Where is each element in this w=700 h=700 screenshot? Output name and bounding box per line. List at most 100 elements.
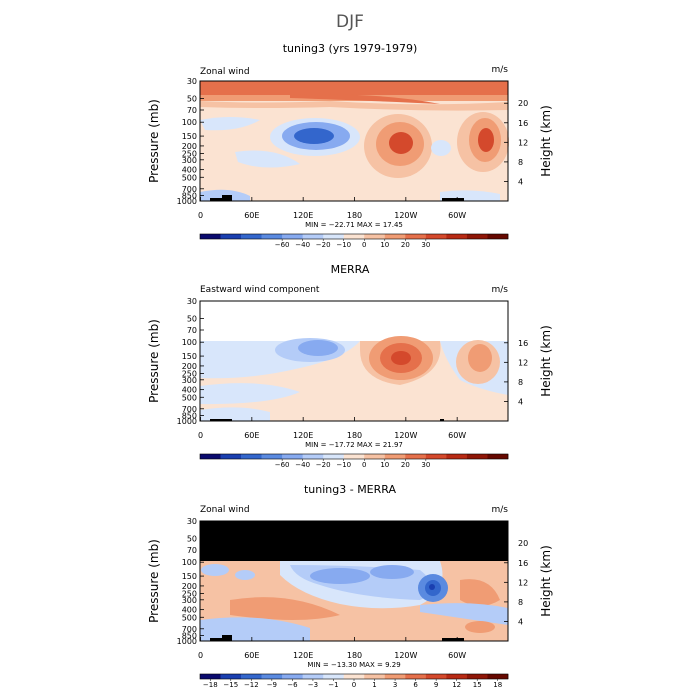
- contour-blob: [200, 101, 508, 111]
- x-ticks: 0 60E 120E 180 120W 60W: [198, 197, 466, 220]
- pressure-tick-label: 30: [187, 517, 197, 526]
- height-tick-label: 4: [518, 177, 523, 186]
- colorbar-label: −1: [328, 681, 338, 689]
- pressure-tick-label: 70: [187, 106, 197, 115]
- y-axis-label-left: Pressure (mb): [147, 99, 161, 183]
- x-tick-label: 60W: [448, 431, 466, 440]
- panel-title: tuning3 - MERRA: [304, 483, 397, 496]
- units-label: m/s: [492, 65, 509, 75]
- orography: [222, 195, 232, 199]
- colorbar-swatch: [323, 234, 345, 239]
- contour-blob: [391, 351, 411, 365]
- pressure-tick-label: 70: [187, 326, 197, 335]
- contour-blob: [290, 94, 440, 104]
- colorbar-swatch: [446, 674, 468, 679]
- orography: [210, 638, 232, 641]
- colorbar-swatch: [261, 234, 283, 239]
- colorbar-label: 20: [401, 461, 410, 469]
- x-tick-label: 120W: [394, 211, 417, 220]
- contour-blob: [294, 128, 334, 144]
- colorbar-swatch: [200, 454, 221, 459]
- colorbar-swatch: [220, 454, 242, 459]
- x-tick-label: 60W: [448, 651, 466, 660]
- pressure-tick-label: 100: [182, 338, 197, 347]
- colorbar-label: 30: [421, 241, 430, 249]
- x-tick-label: 0: [198, 431, 203, 440]
- colorbar-swatch: [282, 234, 303, 239]
- colorbar-frame: [199, 453, 509, 460]
- contour-blob: [420, 603, 508, 625]
- pressure-tick-label: 50: [187, 534, 197, 543]
- x-tick-label: 180: [347, 431, 362, 440]
- colorbar-swatch: [384, 674, 406, 679]
- contour-field: [200, 336, 508, 421]
- colorbar-swatch: [343, 454, 365, 459]
- height-tick-label: 16: [518, 119, 528, 128]
- pressure-tick-label: 850: [182, 191, 197, 200]
- colorbar-label: −60: [275, 461, 290, 469]
- pressure-tick-label: 700: [182, 625, 197, 634]
- x-tick-label: 120E: [293, 651, 313, 660]
- x-tick-label: 60W: [448, 211, 466, 220]
- x-tick-label: 0: [198, 651, 203, 660]
- x-tick-label: 120W: [394, 651, 417, 660]
- height-tick-label: 20: [518, 99, 528, 108]
- y-axis-label-left: Pressure (mb): [147, 539, 161, 623]
- colorbar-swatch: [220, 674, 242, 679]
- height-tick-label: 8: [518, 598, 523, 607]
- pressure-tick-label: 500: [182, 173, 197, 182]
- colorbar-label: 18: [493, 681, 502, 689]
- pressure-tick-label: 200: [182, 582, 197, 591]
- colorbar-swatch: [466, 454, 488, 459]
- height-tick-label: 8: [518, 158, 523, 167]
- contour-blob: [298, 340, 338, 356]
- plot-frame: [199, 520, 509, 642]
- colorbar-swatch: [487, 234, 509, 239]
- height-tick-label: 12: [518, 578, 528, 587]
- pressure-tick-label: 150: [182, 352, 197, 361]
- pressure-tick-label: 1000: [177, 197, 197, 206]
- colorbar-label: −9: [267, 681, 277, 689]
- colorbar-label: 15: [473, 681, 482, 689]
- pressure-tick-label: 850: [182, 411, 197, 420]
- colorbar-swatch: [302, 674, 324, 679]
- y-ticks-height: 20 16 12 8 4: [504, 99, 528, 186]
- contour-blob: [389, 132, 413, 154]
- x-tick-label: 180: [347, 651, 362, 660]
- pressure-tick-label: 300: [182, 376, 197, 385]
- colorbar-swatch: [241, 674, 262, 679]
- units-label: m/s: [492, 505, 509, 515]
- contour-blob: [460, 579, 500, 606]
- pressure-tick-label: 50: [187, 314, 197, 323]
- colorbar-label: 30: [421, 461, 430, 469]
- colorbar-swatch: [384, 454, 406, 459]
- contour-blob: [310, 568, 370, 584]
- contour-blob: [230, 597, 340, 620]
- colorbar-swatch: [425, 234, 447, 239]
- contour-blob: [468, 344, 492, 372]
- y-ticks-height: 20 16 12 8 4: [504, 539, 528, 626]
- colorbar-frame: [199, 233, 509, 240]
- colorbar-swatch: [241, 234, 262, 239]
- colorbar-label: −3: [308, 681, 318, 689]
- x-tick-label: 180: [347, 211, 362, 220]
- colorbar-swatch: [200, 674, 221, 679]
- colorbar-label: −20: [316, 461, 331, 469]
- panel-title: tuning3 (yrs 1979-1979): [283, 42, 418, 55]
- colorbar-swatch: [302, 234, 324, 239]
- colorbar-swatch: [261, 674, 283, 679]
- colorbar-label: 9: [434, 681, 438, 689]
- pressure-tick-label: 100: [182, 558, 197, 567]
- colorbar-label: 6: [413, 681, 418, 689]
- colorbar-label: 0: [362, 461, 366, 469]
- variable-label: Zonal wind: [200, 67, 250, 77]
- pressure-tick-label: 400: [182, 166, 197, 175]
- pressure-tick-label: 200: [182, 142, 197, 151]
- min-max-stats: MIN = −17.72 MAX = 21.97: [305, 441, 403, 449]
- colorbar-swatch: [405, 234, 427, 239]
- pressure-tick-label: 250: [182, 150, 197, 159]
- colorbar-swatch: [405, 674, 427, 679]
